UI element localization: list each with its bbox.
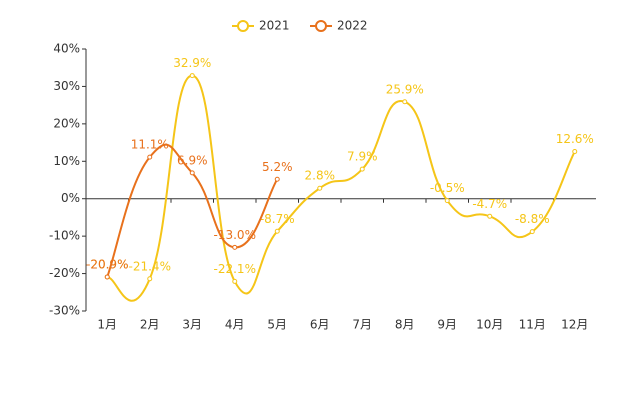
data-label: 6.9% [177,153,208,167]
data-point [274,228,280,234]
data-label: 11.1% [131,138,169,152]
data-label: -20.9% [86,257,128,271]
x-tick-label: 2月 [140,318,160,332]
data-label: 7.9% [347,150,378,164]
data-point [317,185,323,191]
x-tick-label: 8月 [395,318,415,332]
legend-label: 2021 [259,19,290,33]
data-point [189,73,195,79]
data-label: -0.5% [430,181,465,195]
data-point [147,276,153,282]
x-tick-label: 3月 [182,318,202,332]
data-point [359,166,365,172]
data-point [232,244,238,250]
x-tick-label: 9月 [437,318,457,332]
x-tick-label: 12月 [561,318,588,332]
legend-label: 2022 [337,19,368,33]
y-tick-label: -30% [49,304,80,318]
x-tick-label: 11月 [519,318,546,332]
data-point [529,229,535,235]
data-label: -22.1% [214,262,256,276]
y-tick-label: 0% [61,191,80,205]
y-tick-label: 40% [53,42,80,56]
data-label: -13.0% [214,228,256,242]
x-tick-label: 1月 [97,318,117,332]
data-label: -8.7% [260,212,295,226]
legend-marker [315,20,327,32]
data-label: -8.8% [515,212,550,226]
y-tick-label: 20% [53,116,80,130]
data-point [487,213,493,219]
data-point [147,154,153,160]
data-point [444,198,450,204]
data-point [104,274,110,280]
x-tick-label: 7月 [352,318,372,332]
data-label: -4.7% [472,197,507,211]
legend-marker [237,20,249,32]
data-point [274,176,280,182]
data-label: -20.9% [86,257,128,271]
data-label: 32.9% [173,56,211,70]
x-tick-label: 4月 [225,318,245,332]
data-label: 12.6% [556,132,594,146]
y-tick-label: -10% [49,229,80,243]
x-tick-label: 6月 [310,318,330,332]
data-label: 2.8% [305,169,336,183]
x-tick-label: 5月 [267,318,287,332]
y-tick-label: 30% [53,79,80,93]
data-point [402,99,408,105]
series-line [106,74,576,302]
data-label: -21.4% [129,259,171,273]
y-tick-label: -20% [49,266,80,280]
data-label: 5.2% [262,160,293,174]
data-point [572,149,578,155]
data-point [189,170,195,176]
data-label: 25.9% [386,82,424,96]
data-point [232,278,238,284]
y-tick-label: 10% [53,154,80,168]
x-tick-label: 10月 [476,318,503,332]
